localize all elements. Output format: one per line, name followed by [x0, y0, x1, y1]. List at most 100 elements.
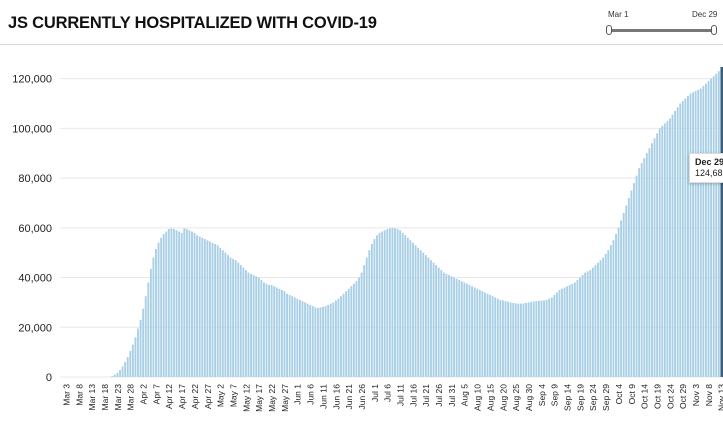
bar[interactable] — [119, 370, 121, 377]
range-track[interactable] — [609, 29, 716, 32]
bar[interactable] — [178, 231, 181, 377]
bar[interactable] — [116, 372, 119, 377]
bar[interactable] — [620, 220, 623, 377]
bar[interactable] — [535, 301, 538, 377]
bar[interactable] — [674, 110, 677, 377]
bar[interactable] — [507, 301, 509, 377]
bar[interactable] — [424, 255, 427, 377]
bar[interactable] — [435, 265, 438, 377]
bar[interactable] — [440, 270, 443, 377]
bar[interactable] — [152, 257, 155, 377]
bar[interactable] — [111, 376, 114, 377]
bar[interactable] — [149, 268, 152, 377]
bar[interactable] — [671, 114, 674, 377]
bar[interactable] — [203, 239, 206, 377]
bar[interactable] — [170, 228, 173, 377]
bar[interactable] — [183, 228, 186, 377]
bar[interactable] — [473, 287, 476, 378]
bar[interactable] — [553, 294, 556, 377]
bar[interactable] — [211, 242, 214, 377]
bar[interactable] — [656, 133, 659, 377]
bar[interactable] — [365, 257, 368, 377]
bar[interactable] — [460, 281, 463, 377]
bar[interactable] — [638, 168, 641, 377]
bar[interactable] — [214, 243, 217, 377]
bar[interactable] — [694, 91, 697, 377]
bar[interactable] — [715, 73, 718, 378]
bar[interactable] — [376, 235, 378, 377]
bar[interactable] — [591, 267, 594, 377]
bar[interactable] — [370, 243, 373, 377]
bar[interactable] — [332, 302, 335, 377]
bar[interactable] — [633, 183, 635, 377]
range-start-handle[interactable] — [606, 25, 612, 35]
bar[interactable] — [283, 291, 286, 377]
bar[interactable] — [658, 128, 661, 377]
bar[interactable] — [378, 232, 381, 377]
bar[interactable] — [699, 88, 702, 377]
bar[interactable] — [476, 288, 479, 377]
bar[interactable] — [311, 306, 314, 377]
bar[interactable] — [568, 285, 571, 377]
bar[interactable] — [627, 197, 630, 377]
bar[interactable] — [617, 227, 620, 377]
bar[interactable] — [286, 293, 288, 377]
bar[interactable] — [453, 277, 456, 377]
bar[interactable] — [681, 101, 684, 377]
bar[interactable] — [707, 81, 710, 377]
bar[interactable] — [293, 297, 296, 377]
bar[interactable] — [463, 282, 466, 377]
bar[interactable] — [514, 303, 517, 377]
bar[interactable] — [337, 298, 340, 377]
bar[interactable] — [607, 250, 610, 377]
bar[interactable] — [427, 257, 430, 377]
bar[interactable] — [342, 293, 345, 377]
bar[interactable] — [314, 307, 317, 377]
bar[interactable] — [188, 230, 191, 377]
bar[interactable] — [430, 260, 432, 377]
bar[interactable] — [669, 118, 671, 378]
bar[interactable] — [651, 143, 653, 377]
bar[interactable] — [260, 280, 263, 377]
bar[interactable] — [165, 231, 168, 377]
bar[interactable] — [391, 227, 394, 377]
bar[interactable] — [692, 92, 695, 377]
bar[interactable] — [502, 300, 504, 377]
bar[interactable] — [489, 294, 491, 377]
bar[interactable] — [409, 240, 412, 377]
bar[interactable] — [666, 120, 669, 378]
bar[interactable] — [167, 229, 170, 377]
bar[interactable] — [555, 292, 558, 377]
bar[interactable] — [157, 242, 160, 377]
bar[interactable] — [227, 255, 229, 377]
bar[interactable] — [296, 298, 299, 377]
bar[interactable] — [710, 78, 712, 378]
bar[interactable] — [257, 277, 260, 377]
bar[interactable] — [155, 248, 157, 377]
bar[interactable] — [273, 286, 276, 377]
bar[interactable] — [486, 293, 489, 377]
bar[interactable] — [612, 240, 615, 377]
bar[interactable] — [445, 273, 448, 377]
bar[interactable] — [347, 288, 350, 377]
bar[interactable] — [509, 302, 512, 377]
bar[interactable] — [291, 296, 294, 377]
bar[interactable] — [455, 278, 458, 377]
bar[interactable] — [319, 307, 322, 377]
bar[interactable] — [301, 301, 304, 377]
bar[interactable] — [360, 272, 363, 377]
bar[interactable] — [697, 89, 700, 377]
bar[interactable] — [399, 230, 402, 377]
bar[interactable] — [412, 242, 414, 377]
bar[interactable] — [229, 257, 232, 377]
bar[interactable] — [679, 103, 682, 377]
bar[interactable] — [437, 267, 440, 377]
bar[interactable] — [124, 362, 127, 377]
bar[interactable] — [458, 280, 461, 377]
bar-highlighted[interactable] — [720, 67, 723, 377]
bar[interactable] — [561, 288, 563, 377]
bar[interactable] — [137, 328, 139, 377]
bar[interactable] — [494, 297, 497, 377]
bar[interactable] — [640, 163, 643, 377]
bar[interactable] — [504, 301, 507, 377]
